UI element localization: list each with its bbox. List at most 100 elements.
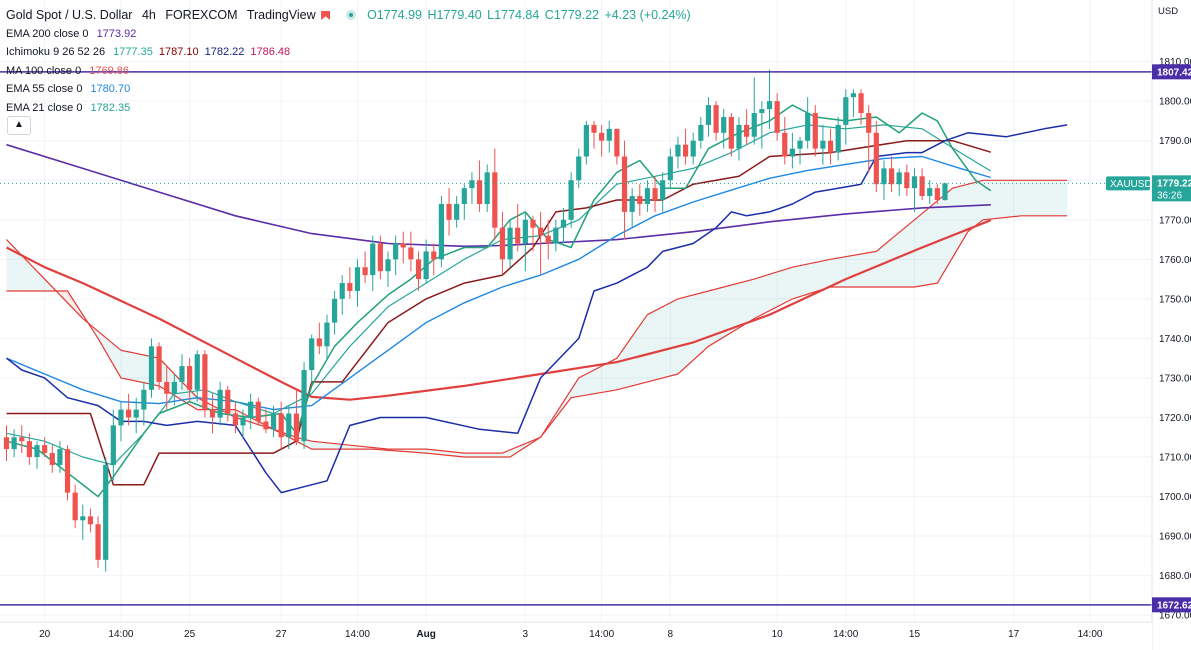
indicator-name: MA 100 close 0 <box>6 64 82 77</box>
candle <box>713 101 719 141</box>
candle-body <box>682 144 689 157</box>
time-tick-label: 8 <box>668 629 674 640</box>
time-tick-label: 20 <box>39 629 51 640</box>
candle-body <box>324 322 330 347</box>
candle-body <box>125 409 132 418</box>
indicator-lines <box>5 104 1068 498</box>
candle <box>26 433 32 465</box>
candle-body <box>49 453 55 465</box>
candle-body <box>301 370 307 442</box>
candle <box>736 116 742 161</box>
candle <box>705 97 712 137</box>
price-tick-label: 1700.00 <box>1159 492 1191 503</box>
candle-body <box>538 227 544 236</box>
candle-body <box>553 227 559 244</box>
indicator-legend-row[interactable]: MA 100 close 0 1769.86 <box>6 62 691 81</box>
candle <box>217 381 223 426</box>
candle-body <box>827 140 834 153</box>
price-tick-label: 1710.00 <box>1159 453 1191 464</box>
price-tick-label: 1750.00 <box>1159 294 1191 305</box>
indicator-name: EMA 55 close 0 <box>6 83 83 95</box>
candle-body <box>423 251 429 280</box>
candle <box>57 441 63 473</box>
indicator-legend-row[interactable]: EMA 55 close 0 1780.70 <box>6 80 691 99</box>
candle-body <box>64 449 71 493</box>
candle-body <box>469 180 475 189</box>
candle-body <box>843 97 849 125</box>
chevron-up-icon[interactable]: ▲ <box>7 116 31 135</box>
countdown-label: 36:26 <box>1157 190 1182 201</box>
candle <box>652 176 658 212</box>
symbol-header[interactable]: Gold Spot / U.S. Dollar 4h FOREXCOM Trad… <box>6 6 691 25</box>
interval: 4h <box>141 8 156 22</box>
indicator-value: 1773.92 <box>96 27 137 40</box>
horizontal-lines[interactable] <box>0 71 1152 606</box>
price-axis[interactable]: USD 1670.00 1680.00 1690.00 1700.00 1710.00 17… <box>1151 0 1191 650</box>
candle <box>11 429 17 458</box>
candle-body <box>545 235 551 244</box>
senkou-span-b-line <box>6 215 1068 458</box>
candle <box>728 113 734 157</box>
ohlc-low: L1774.84 <box>487 8 540 22</box>
candle <box>278 401 284 450</box>
candle <box>309 334 315 386</box>
candle <box>164 366 170 410</box>
symbol-badge-bg <box>1106 176 1150 191</box>
candle-body <box>164 381 170 394</box>
cloud-segment <box>273 180 1068 458</box>
candle <box>438 196 445 268</box>
candle <box>72 484 78 529</box>
candle-body <box>209 409 216 418</box>
candle-body <box>789 148 795 157</box>
candle <box>759 101 765 149</box>
time-axis[interactable]: 20 14:00 25 27 14:00 Aug 3 14:00 8 10 14:00 15 17 14:… <box>0 621 1152 650</box>
candle-body <box>438 203 445 260</box>
candle-body <box>728 116 734 149</box>
candle <box>400 231 406 264</box>
time-tick-label: 14:00 <box>1077 629 1102 640</box>
candle <box>766 69 773 129</box>
candle <box>522 211 528 272</box>
time-tick-label: 25 <box>184 629 196 640</box>
candle <box>64 445 71 501</box>
candle <box>316 322 322 355</box>
candle-body <box>507 227 513 260</box>
candle-body <box>530 219 536 228</box>
candle <box>591 120 597 149</box>
market-status-icon <box>345 10 356 20</box>
ema-21-line <box>6 124 992 466</box>
candle-body <box>72 492 78 521</box>
price-tick-label: 1760.00 <box>1159 255 1191 266</box>
candle <box>171 373 177 406</box>
candle-body <box>225 389 231 414</box>
indicator-value: 1786.48 <box>250 46 291 58</box>
candle <box>49 445 55 473</box>
flag-icon[interactable] <box>321 11 331 20</box>
indicator-legend-row[interactable]: EMA 200 close 0 1773.92 <box>6 25 691 44</box>
candle <box>682 128 689 165</box>
candle-body <box>476 180 483 204</box>
candle-body <box>812 113 818 149</box>
candle <box>110 409 116 481</box>
candle-body <box>850 93 857 98</box>
candle <box>835 116 841 161</box>
indicator-legend-row[interactable]: EMA 21 close 0 1782.35 <box>6 99 691 118</box>
candle-body <box>766 101 773 110</box>
candle <box>629 188 635 228</box>
candle-body <box>820 140 826 149</box>
candle-body <box>835 124 841 153</box>
platform: TradingView <box>246 8 316 22</box>
candle <box>614 128 620 165</box>
candle <box>331 290 338 335</box>
candle <box>507 219 513 268</box>
candle-body <box>515 227 521 244</box>
time-tick-label: Aug <box>416 629 435 640</box>
candle-body <box>736 124 742 149</box>
cloud-segment <box>61 290 91 327</box>
candle <box>545 219 551 260</box>
indicator-legend-row[interactable]: Ichimoku 9 26 52 26 1777.35 1787.10 1782.22… <box>6 43 691 62</box>
candle <box>812 105 818 157</box>
candle <box>827 128 834 165</box>
candle <box>141 381 147 426</box>
